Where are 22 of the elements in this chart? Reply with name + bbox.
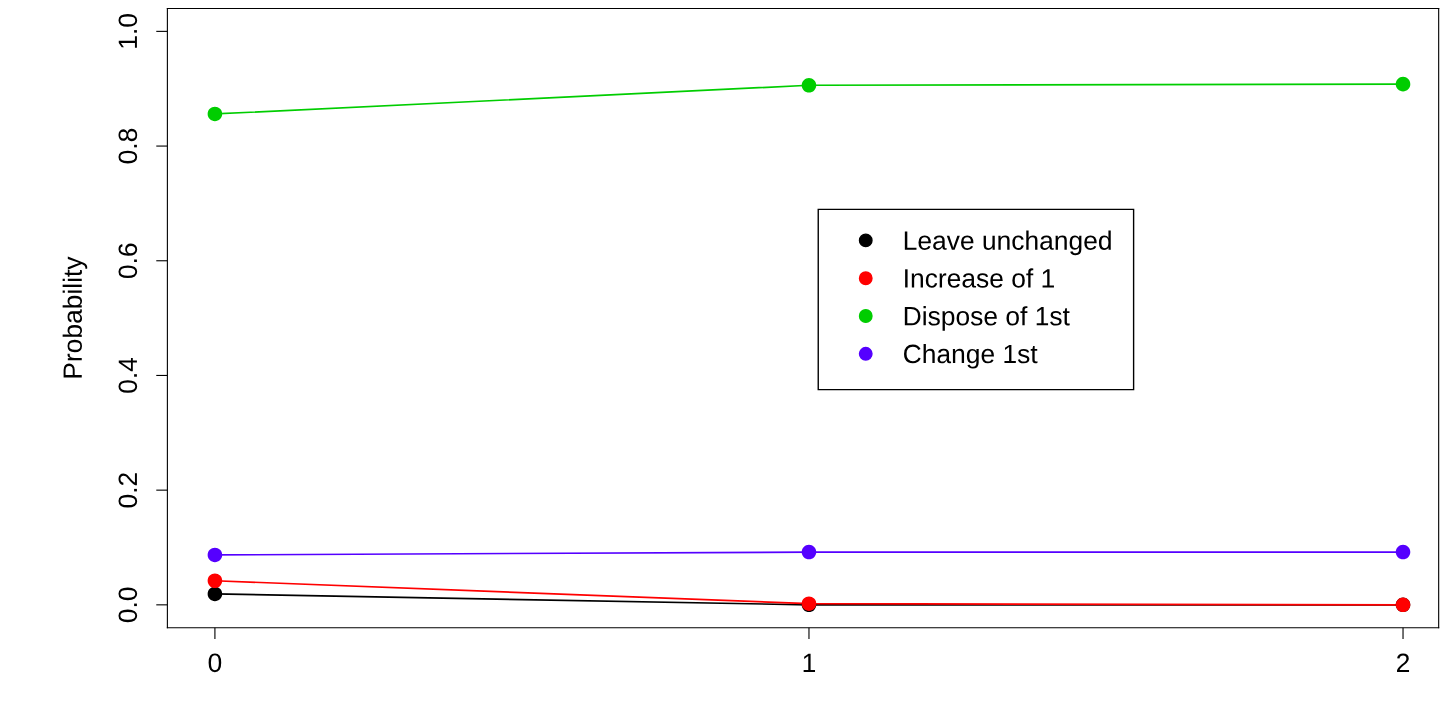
legend-label: Leave unchanged [904,230,1111,256]
point [801,78,817,93]
y-axis-title: Probability [62,256,88,378]
legend-label: Change 1st [904,343,1038,369]
y-tick-label: 0.0 [118,587,138,623]
x-tick-label: 1 [803,653,816,672]
point [207,547,223,563]
x-tick-label: 2 [1397,653,1410,672]
x-tick-label: 0 [208,653,222,673]
point [1395,544,1411,560]
y-tick-label: 0.6 [118,243,138,279]
point [207,106,223,122]
y-tick-label: 0.8 [118,128,138,164]
legend-label: Increase of 1 [905,268,1054,288]
y-tick-label: 1.0 [118,14,138,48]
point [207,586,223,602]
y-tick-label: 0.4 [118,357,138,393]
y-tick-label: 0.2 [118,473,138,508]
point [1395,76,1411,92]
point [801,544,817,560]
point [207,573,223,589]
legend-label: Dispose of 1st [904,306,1070,331]
